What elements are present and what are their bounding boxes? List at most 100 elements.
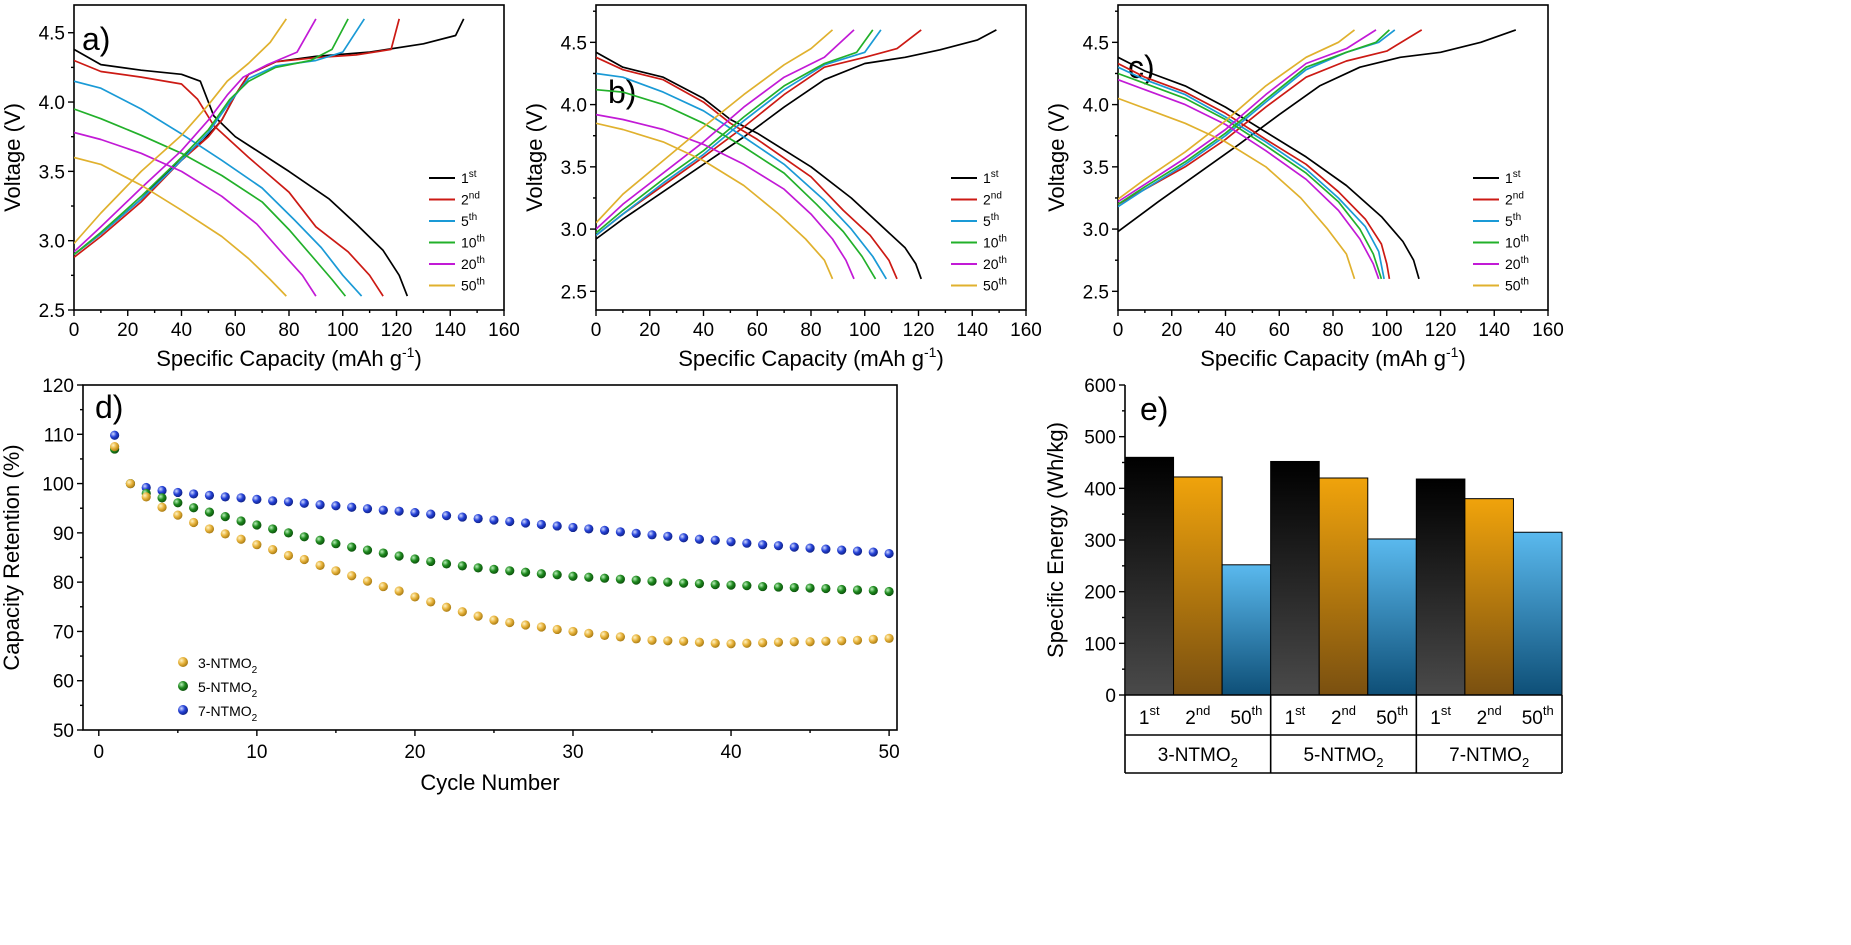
- data-point: [505, 617, 515, 628]
- data-point: [394, 551, 404, 561]
- category-label: 1st: [1139, 703, 1160, 729]
- data-point: [362, 545, 373, 555]
- legend-label-sup: th: [477, 255, 485, 266]
- data-point: [663, 636, 673, 646]
- y-tick-label: 0: [1105, 686, 1116, 707]
- category-label-base: 1: [1285, 708, 1296, 729]
- data-point: [520, 518, 531, 528]
- series-lines: [74, 18, 465, 297]
- data-point: [457, 561, 467, 571]
- data-point: [331, 501, 341, 511]
- legend-label-base: 1: [1505, 170, 1513, 186]
- data-point: [852, 546, 863, 556]
- panel-label: e): [1140, 391, 1168, 427]
- data-point: [663, 531, 673, 541]
- x-tick-label: 80: [1322, 320, 1343, 341]
- series-10th-charge-line: [74, 18, 349, 256]
- data-point: [852, 585, 863, 595]
- legend-label-sup: th: [477, 277, 485, 288]
- legend-label: 1st: [461, 169, 477, 186]
- data-point: [837, 584, 847, 595]
- data-point: [679, 578, 689, 588]
- legend-label-sup: th: [1513, 212, 1521, 223]
- group-label: 7-NTMO2: [1449, 745, 1529, 770]
- data-point: [584, 628, 594, 639]
- legend-marker: [178, 681, 188, 691]
- group-label-sub: 2: [1231, 755, 1238, 770]
- bar-7-NTMO2-1st: [1415, 478, 1466, 696]
- legend-label: 7-NTMO2: [198, 703, 258, 724]
- y-tick-label: 300: [1084, 531, 1116, 552]
- group-label-base: 3-NTMO: [1158, 745, 1231, 766]
- data-point: [536, 569, 546, 579]
- legend-label: 20th: [983, 255, 1007, 272]
- data-point: [299, 532, 309, 542]
- data-point: [742, 580, 752, 591]
- data-point: [110, 430, 120, 440]
- x-tick-label: 60: [1269, 320, 1290, 341]
- x-tick-label: 0: [94, 742, 105, 763]
- series-5th-discharge-line: [596, 72, 888, 280]
- series-50th-discharge-line: [1118, 97, 1356, 280]
- data-point: [694, 579, 705, 589]
- data-point: [599, 573, 610, 583]
- category-label: 2nd: [1477, 703, 1502, 729]
- x-tick-label: 100: [849, 320, 881, 341]
- series-5th-discharge-line: [1118, 66, 1385, 280]
- data-point: [410, 592, 420, 602]
- data-point: [489, 564, 499, 574]
- legend-label: 5th: [461, 212, 477, 229]
- series-20th-charge-line: [1118, 29, 1377, 203]
- series-2nd-discharge-line: [74, 59, 384, 297]
- y-tick-label: 2.5: [39, 301, 65, 322]
- x-axis-title-text: Specific Capacity (mAh g: [156, 346, 402, 371]
- bar-3-NTMO2-50th: [1221, 564, 1272, 696]
- data-point: [189, 489, 199, 499]
- data-point: [378, 548, 388, 558]
- data-point: [473, 611, 483, 621]
- data-point: [773, 582, 784, 592]
- y-tick-label: 2.5: [1083, 282, 1109, 303]
- data-point: [679, 636, 689, 646]
- series-10th-charge-line: [596, 29, 874, 234]
- data-point: [268, 524, 278, 534]
- series-1st-discharge-line: [74, 48, 409, 297]
- data-point: [868, 547, 878, 557]
- data-point: [173, 510, 183, 520]
- legend-label-base: 3-NTMO: [198, 655, 252, 671]
- series-20th-discharge-line: [74, 131, 317, 297]
- legend-label: 2nd: [983, 191, 1002, 208]
- legend-label-sup: th: [999, 255, 1007, 266]
- x-tick-label: 160: [1010, 320, 1042, 341]
- panel-b-voltage-profile: 0 20 40 60 80 100 120 140 1602.53.03.54.04.5Spec…: [522, 4, 1042, 371]
- x-tick-label: 0: [591, 320, 602, 341]
- data-point: [631, 634, 641, 644]
- series-20th-discharge-line: [1118, 78, 1380, 280]
- series-2nd-discharge-line: [596, 56, 898, 280]
- category-label-base: 2: [1331, 708, 1342, 729]
- data-point: [710, 580, 720, 590]
- series-5th-charge-line: [1118, 29, 1396, 208]
- category-label-base: 1: [1430, 708, 1441, 729]
- y-tick-label: 110: [44, 425, 74, 446]
- y-tick-label: 3.5: [39, 162, 65, 183]
- data-point: [252, 520, 262, 530]
- category-label-sup: st: [1441, 703, 1452, 718]
- x-axis-title: Specific Capacity (mAh g-1): [678, 344, 944, 371]
- legend-label-sup: th: [477, 234, 485, 245]
- data-point: [599, 525, 610, 535]
- data-point: [647, 635, 657, 645]
- x-tick-label: 60: [225, 320, 246, 341]
- data-point: [884, 548, 894, 559]
- y-tick-label: 600: [1084, 376, 1116, 397]
- x-tick-label: 20: [639, 320, 660, 341]
- x-tick-label: 60: [747, 320, 768, 341]
- data-point: [426, 597, 436, 607]
- y-tick-label: 3.5: [561, 158, 587, 179]
- legend-label: 2nd: [1505, 191, 1524, 208]
- legend-label-base: 1: [983, 170, 991, 186]
- y-tick-label: 100: [1084, 634, 1116, 655]
- y-tick-label: 70: [53, 622, 74, 643]
- x-axis-title-sup: -1: [1446, 344, 1459, 360]
- category-label-base: 1: [1139, 708, 1150, 729]
